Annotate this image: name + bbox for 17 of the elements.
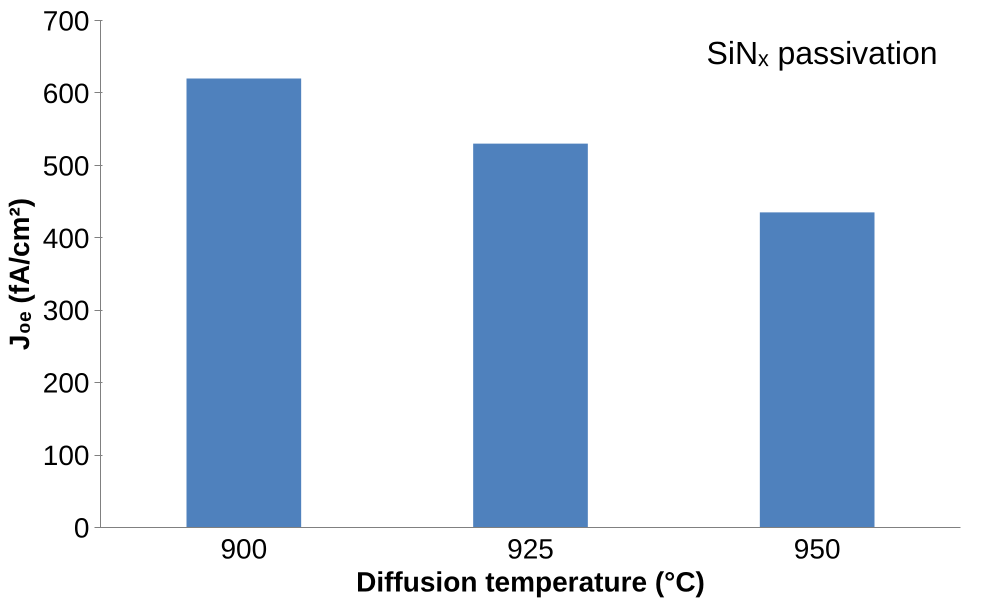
- y-tick-label: 600: [42, 78, 90, 109]
- x-axis-title: Diffusion temperature (°C): [356, 566, 705, 598]
- x-tick-label: 925: [507, 534, 554, 564]
- bar: [760, 212, 874, 528]
- y-tick-label: 700: [42, 6, 90, 36]
- x-tick-label: 900: [220, 534, 268, 564]
- y-tick-label: 0: [74, 512, 90, 544]
- x-tick-label: 950: [794, 534, 841, 564]
- y-tick-label: 400: [42, 222, 90, 254]
- bar: [186, 78, 302, 528]
- y-axis-title: J₀ₑ (fA/cm²): [4, 198, 35, 350]
- y-tick-label: 300: [42, 295, 90, 326]
- annotation: SiNₓ passivation: [706, 34, 938, 71]
- bar: [473, 144, 588, 528]
- y-tick-label: 500: [42, 150, 90, 182]
- y-tick-label: 100: [42, 440, 90, 472]
- y-tick-label: 200: [42, 368, 90, 399]
